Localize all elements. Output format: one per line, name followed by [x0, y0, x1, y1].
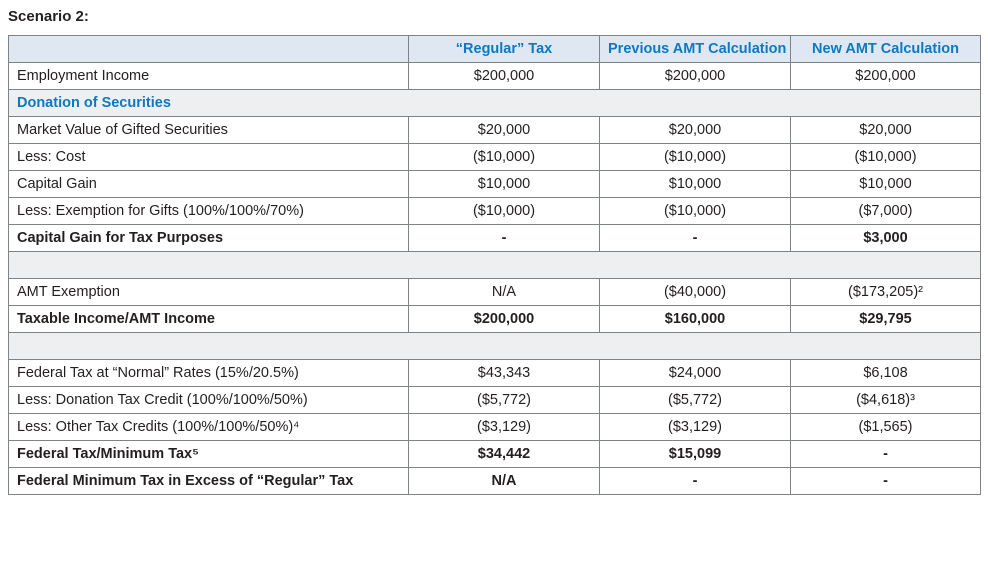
- table-row-amt-exemption: AMT Exemption N/A ($40,000) ($173,205)²: [8, 278, 981, 306]
- row-label: Less: Exemption for Gifts (100%/100%/70%…: [8, 197, 409, 225]
- cell-value: $200,000: [408, 62, 600, 90]
- table-row-capital-gain-for-tax-purposes: Capital Gain for Tax Purposes - - $3,000: [8, 224, 981, 252]
- cell-value: ($10,000): [599, 143, 791, 171]
- cell-value: ($3,129): [599, 413, 791, 441]
- cell-value: $6,108: [790, 359, 981, 387]
- cell-value: $34,442: [408, 440, 600, 468]
- row-label: AMT Exemption: [8, 278, 409, 306]
- cell-value: $200,000: [408, 305, 600, 333]
- table-row-less-exemption-for-gifts: Less: Exemption for Gifts (100%/100%/70%…: [8, 197, 981, 225]
- cell-value: ($10,000): [408, 143, 600, 171]
- cell-value: -: [790, 440, 981, 468]
- table-row-less-other-tax-credits: Less: Other Tax Credits (100%/100%/50%)⁴…: [8, 413, 981, 441]
- cell-value: N/A: [408, 467, 600, 495]
- row-label: Capital Gain: [8, 170, 409, 198]
- spacer-band: [8, 332, 981, 360]
- cell-value: -: [599, 224, 791, 252]
- cell-value: ($40,000): [599, 278, 791, 306]
- table-row-federal-tax-minimum-tax: Federal Tax/Minimum Tax⁵ $34,442 $15,099…: [8, 440, 981, 468]
- cell-value: ($10,000): [790, 143, 981, 171]
- cell-value: $160,000: [599, 305, 791, 333]
- cell-value: ($4,618)³: [790, 386, 981, 414]
- cell-value: $29,795: [790, 305, 981, 333]
- page-title: Scenario 2:: [8, 8, 89, 25]
- row-label: Federal Tax/Minimum Tax⁵: [8, 440, 409, 468]
- cell-value: -: [790, 467, 981, 495]
- cell-value: $20,000: [790, 116, 981, 144]
- cell-value: $10,000: [599, 170, 791, 198]
- cell-value: $20,000: [408, 116, 600, 144]
- cell-value: ($10,000): [408, 197, 600, 225]
- cell-value: ($1,565): [790, 413, 981, 441]
- row-label: Less: Cost: [8, 143, 409, 171]
- cell-value: $200,000: [599, 62, 791, 90]
- row-label: Capital Gain for Tax Purposes: [8, 224, 409, 252]
- cell-value: $3,000: [790, 224, 981, 252]
- table-row-market-value: Market Value of Gifted Securities $20,00…: [8, 116, 981, 144]
- cell-value: ($7,000): [790, 197, 981, 225]
- row-label: Market Value of Gifted Securities: [8, 116, 409, 144]
- cell-value: ($5,772): [599, 386, 791, 414]
- table-row-federal-minimum-tax-in-excess: Federal Minimum Tax in Excess of “Regula…: [8, 467, 981, 495]
- cell-value: $10,000: [790, 170, 981, 198]
- column-header-new-amt: New AMT Calculation: [790, 35, 981, 63]
- section-row-donation-of-securities: Donation of Securities: [8, 89, 981, 117]
- spacer-band: [8, 251, 981, 279]
- row-label: Less: Donation Tax Credit (100%/100%/50%…: [8, 386, 409, 414]
- column-header-regular-tax: “Regular” Tax: [408, 35, 600, 63]
- cell-value: ($3,129): [408, 413, 600, 441]
- cell-value: ($5,772): [408, 386, 600, 414]
- row-label: Federal Tax at “Normal” Rates (15%/20.5%…: [8, 359, 409, 387]
- cell-value: $10,000: [408, 170, 600, 198]
- cell-value: ($10,000): [599, 197, 791, 225]
- cell-value: ($173,205)²: [790, 278, 981, 306]
- cell-value: $20,000: [599, 116, 791, 144]
- cell-value: N/A: [408, 278, 600, 306]
- table-row-federal-tax-normal-rates: Federal Tax at “Normal” Rates (15%/20.5%…: [8, 359, 981, 387]
- cell-value: -: [408, 224, 600, 252]
- spacer-row: [8, 251, 981, 279]
- table-row-taxable-income-amt-income: Taxable Income/AMT Income $200,000 $160,…: [8, 305, 981, 333]
- row-label: Federal Minimum Tax in Excess of “Regula…: [8, 467, 409, 495]
- header-row: “Regular” Tax Previous AMT Calculation N…: [8, 35, 981, 63]
- section-header: Donation of Securities: [8, 89, 981, 117]
- table-row-less-donation-tax-credit: Less: Donation Tax Credit (100%/100%/50%…: [8, 386, 981, 414]
- cell-value: $15,099: [599, 440, 791, 468]
- table-row-employment-income: Employment Income $200,000 $200,000 $200…: [8, 62, 981, 90]
- cell-value: $43,343: [408, 359, 600, 387]
- cell-value: -: [599, 467, 791, 495]
- row-label: Taxable Income/AMT Income: [8, 305, 409, 333]
- table-row-less-cost: Less: Cost ($10,000) ($10,000) ($10,000): [8, 143, 981, 171]
- column-header-blank: [8, 35, 409, 63]
- scenario-table: “Regular” Tax Previous AMT Calculation N…: [8, 35, 981, 495]
- table-row-capital-gain: Capital Gain $10,000 $10,000 $10,000: [8, 170, 981, 198]
- cell-value: $24,000: [599, 359, 791, 387]
- column-header-previous-amt: Previous AMT Calculation: [599, 35, 791, 63]
- row-label: Less: Other Tax Credits (100%/100%/50%)⁴: [8, 413, 409, 441]
- row-label: Employment Income: [8, 62, 409, 90]
- cell-value: $200,000: [790, 62, 981, 90]
- spacer-row: [8, 332, 981, 360]
